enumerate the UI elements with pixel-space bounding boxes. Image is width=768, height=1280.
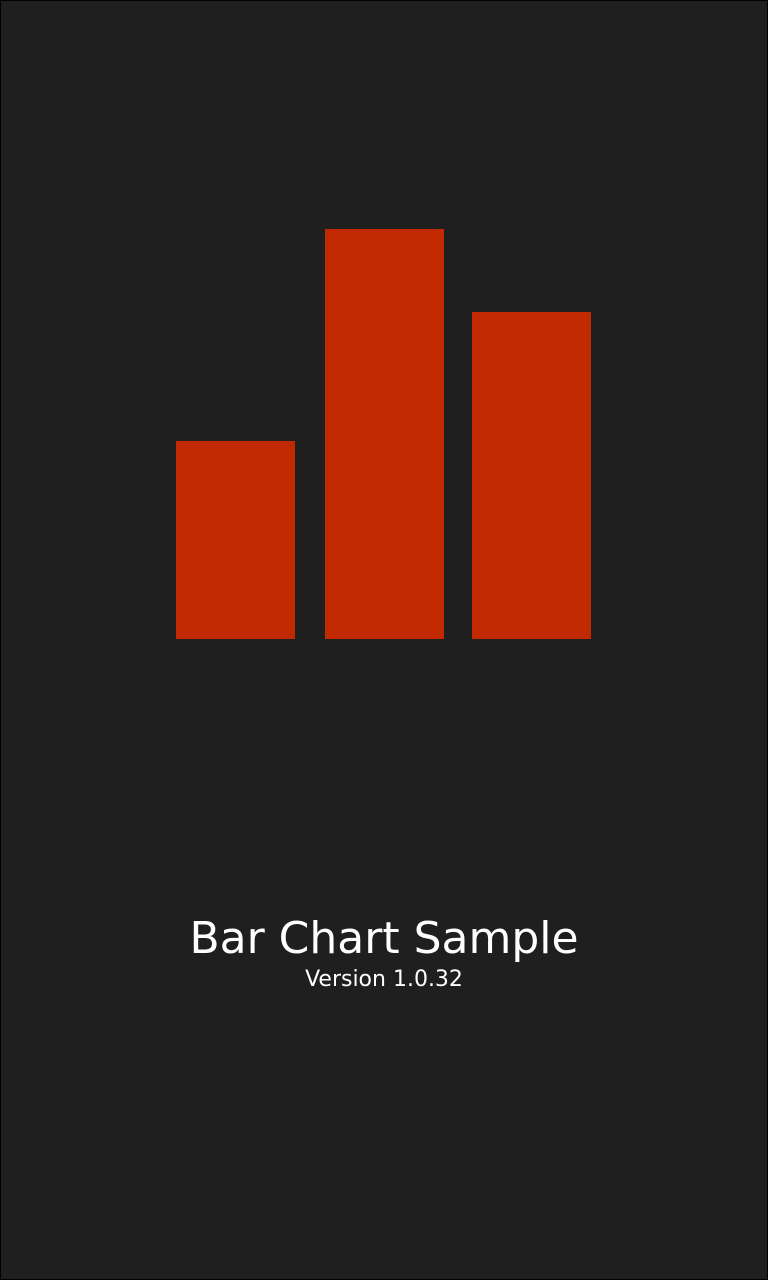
bar-chart-icon (1, 1, 767, 701)
app-version: Version 1.0.32 (1, 967, 767, 993)
app-title: Bar Chart Sample (1, 913, 767, 966)
bar-3 (472, 312, 591, 639)
bar-2 (325, 229, 444, 639)
bar-1 (176, 441, 295, 639)
